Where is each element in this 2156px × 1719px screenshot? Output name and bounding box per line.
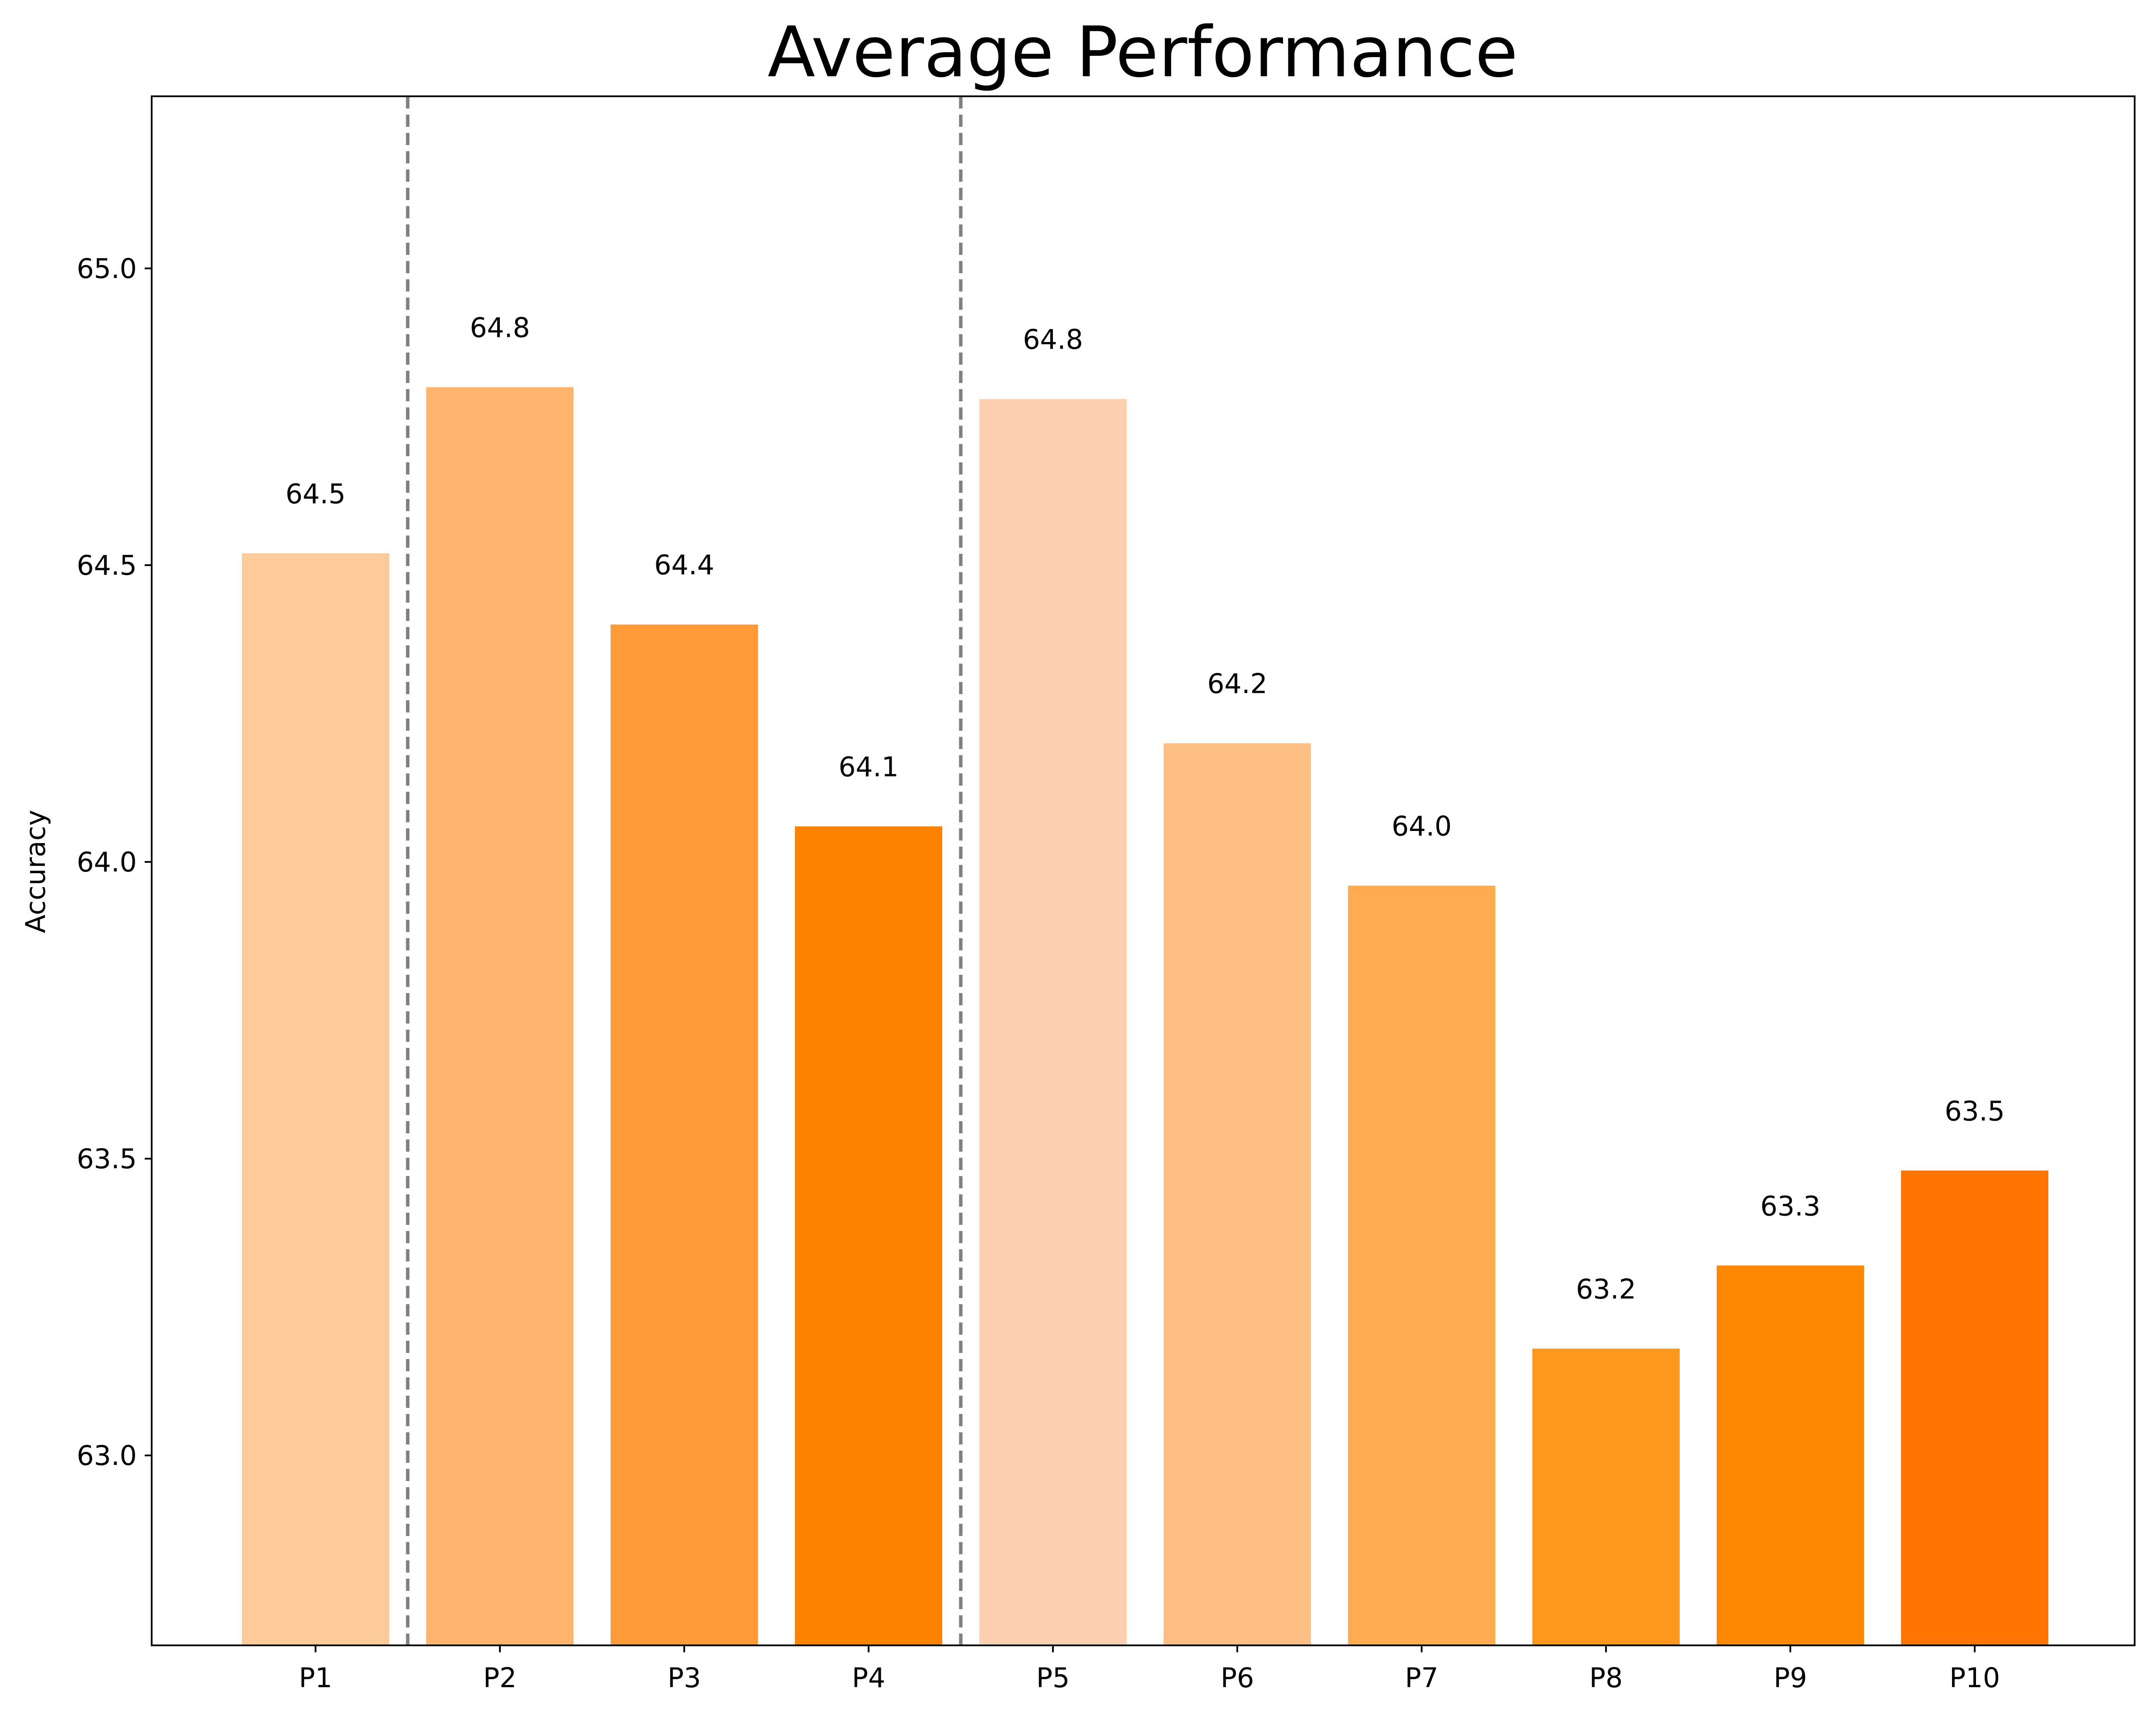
bar-p3 (611, 624, 758, 1646)
x-tick-label-p4: P4 (852, 1662, 886, 1694)
x-tick-label-p1: P1 (299, 1662, 333, 1694)
data-label-p8: 63.2 (1576, 1273, 1636, 1305)
chart-title: Average Performance (767, 11, 1518, 93)
data-label-p7: 64.0 (1392, 810, 1452, 842)
bar-p5 (979, 399, 1127, 1645)
bar-p9 (1717, 1265, 1864, 1645)
data-label-p1: 64.5 (285, 478, 346, 510)
y-tick-label: 63.0 (77, 1440, 137, 1471)
x-tick-label-p2: P2 (483, 1662, 517, 1694)
bar-p4 (795, 826, 942, 1645)
bar-p8 (1532, 1348, 1680, 1645)
data-label-p6: 64.2 (1207, 668, 1267, 700)
x-tick-label-p8: P8 (1589, 1662, 1623, 1694)
plot-frame (151, 95, 2136, 1646)
x-tick-label-p10: P10 (1949, 1662, 2000, 1694)
bar-p10 (1901, 1170, 2048, 1645)
y-axis-label: Accuracy (20, 810, 51, 933)
x-tick-label-p6: P6 (1221, 1662, 1254, 1694)
y-tick-label: 64.5 (77, 549, 137, 581)
bar-p2 (426, 387, 574, 1645)
chart-marks: 64.5 P1 64.8 P2 64.4 P3 64.1 P4 64.8 P5 64.2 P6 64.0… (77, 96, 2048, 1694)
x-tick-label-p3: P3 (668, 1662, 701, 1694)
y-tick-label: 65.0 (77, 253, 137, 285)
bar-p7 (1348, 885, 1495, 1645)
data-label-p3: 64.4 (654, 549, 714, 581)
x-tick-label-p9: P9 (1774, 1662, 1807, 1694)
data-label-p5: 64.8 (1023, 324, 1083, 356)
data-label-p4: 64.1 (839, 751, 899, 783)
bar-p1 (242, 553, 389, 1646)
y-tick-label: 63.5 (77, 1143, 137, 1175)
y-tick-label: 64.0 (77, 846, 137, 878)
bar-p6 (1164, 743, 1311, 1645)
x-tick-label-p7: P7 (1405, 1662, 1439, 1694)
data-label-p2: 64.8 (470, 312, 530, 343)
x-tick-label-p5: P5 (1036, 1662, 1070, 1694)
data-label-p10: 63.5 (1945, 1095, 2005, 1127)
data-label-p9: 63.3 (1760, 1190, 1820, 1222)
